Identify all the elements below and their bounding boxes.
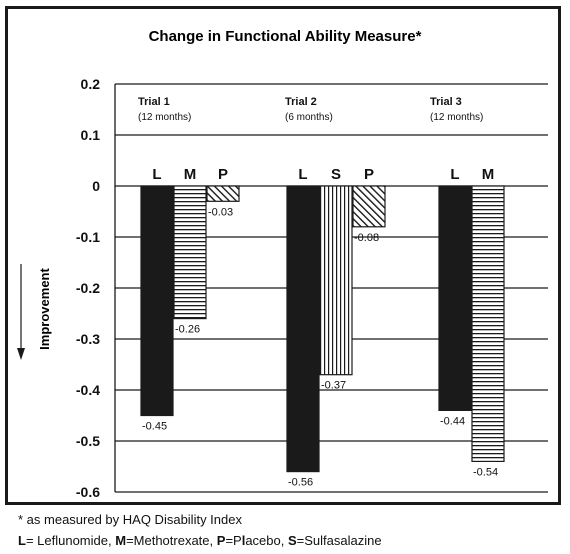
y-tick-label: 0.2	[81, 76, 101, 92]
y-tick-label: -0.4	[76, 382, 100, 398]
bar-value-label: -0.37	[321, 380, 346, 392]
bar-value-label: -0.54	[473, 466, 498, 478]
footnote-legend: L= Leflunomide, M=Methotrexate, P=Placeb…	[18, 533, 382, 548]
legend-text-s: =Sulfasalazine	[296, 533, 382, 548]
bar-value-label: -0.08	[354, 232, 379, 244]
bar-chart: Change in Functional Ability Measure* 0.…	[17, 28, 548, 500]
trial-name: Trial 1	[138, 96, 170, 108]
legend-text-pl: acebo,	[245, 533, 288, 548]
chart-title: Change in Functional Ability Measure*	[149, 28, 422, 45]
y-axis-title: Improvement	[17, 264, 52, 360]
legend-text-p: =P	[225, 533, 242, 548]
y-axis-label: Improvement	[37, 268, 52, 350]
bar	[206, 185, 240, 202]
legend-key-m: M	[115, 533, 127, 548]
legend-key-pl: l	[241, 533, 246, 548]
y-tick-label: -0.2	[76, 280, 100, 296]
bar-value-label: -0.03	[208, 206, 233, 218]
bar-value-label: -0.26	[175, 324, 200, 336]
legend-text-l: = Leflunomide,	[25, 533, 116, 548]
legend-key-s: S	[287, 533, 297, 548]
y-tick-label: -0.1	[76, 229, 100, 245]
bar	[471, 185, 505, 462]
bar	[352, 185, 386, 228]
bar	[173, 185, 207, 320]
trial-duration: (12 months)	[430, 112, 483, 123]
bar-drug-letter: M	[482, 166, 495, 183]
bar	[140, 185, 174, 417]
legend-text-m: =Methotrexate,	[126, 533, 217, 548]
bars: L -0.45 M -0.26 P -0.03 L -0.56 S -0.37 P -0.08 L -0.…	[140, 166, 505, 489]
footnote-haq: * as measured by HAQ Disability Index	[18, 512, 242, 527]
bar	[286, 185, 320, 473]
down-arrow-icon	[17, 264, 25, 360]
y-tick-labels: 0.2 0.1 0 -0.1 -0.2 -0.3 -0.4 -0.5 -0.6	[76, 76, 100, 500]
y-tick-label: -0.6	[76, 484, 100, 500]
y-tick-label: -0.3	[76, 331, 100, 347]
y-tick-label: -0.5	[76, 433, 100, 449]
bar-drug-letter: P	[364, 166, 374, 183]
bar-value-label: -0.45	[142, 421, 167, 433]
bar-drug-letter: P	[218, 166, 228, 183]
legend-key-l: L	[18, 533, 26, 548]
chart-frame: Change in Functional Ability Measure* 0.…	[5, 6, 561, 505]
bar	[319, 185, 353, 376]
trial-name: Trial 3	[430, 96, 462, 108]
y-tick-label: 0.1	[81, 127, 101, 143]
trial-duration: (6 months)	[285, 112, 333, 123]
y-tick-label: 0	[92, 178, 100, 194]
bar-drug-letter: L	[152, 166, 161, 183]
bar-drug-letter: S	[331, 166, 341, 183]
trial-name: Trial 2	[285, 96, 317, 108]
trial-duration: (12 months)	[138, 112, 191, 123]
bar	[438, 185, 472, 411]
bar-drug-letter: L	[450, 166, 459, 183]
trial-groups: Trial 1 (12 months) Trial 2 (6 months) Trial…	[138, 96, 483, 123]
bar-drug-letter: M	[184, 166, 197, 183]
bar-value-label: -0.44	[440, 415, 465, 427]
bar-value-label: -0.56	[288, 477, 313, 489]
legend-key-p: P	[216, 533, 226, 548]
bar-drug-letter: L	[298, 166, 307, 183]
